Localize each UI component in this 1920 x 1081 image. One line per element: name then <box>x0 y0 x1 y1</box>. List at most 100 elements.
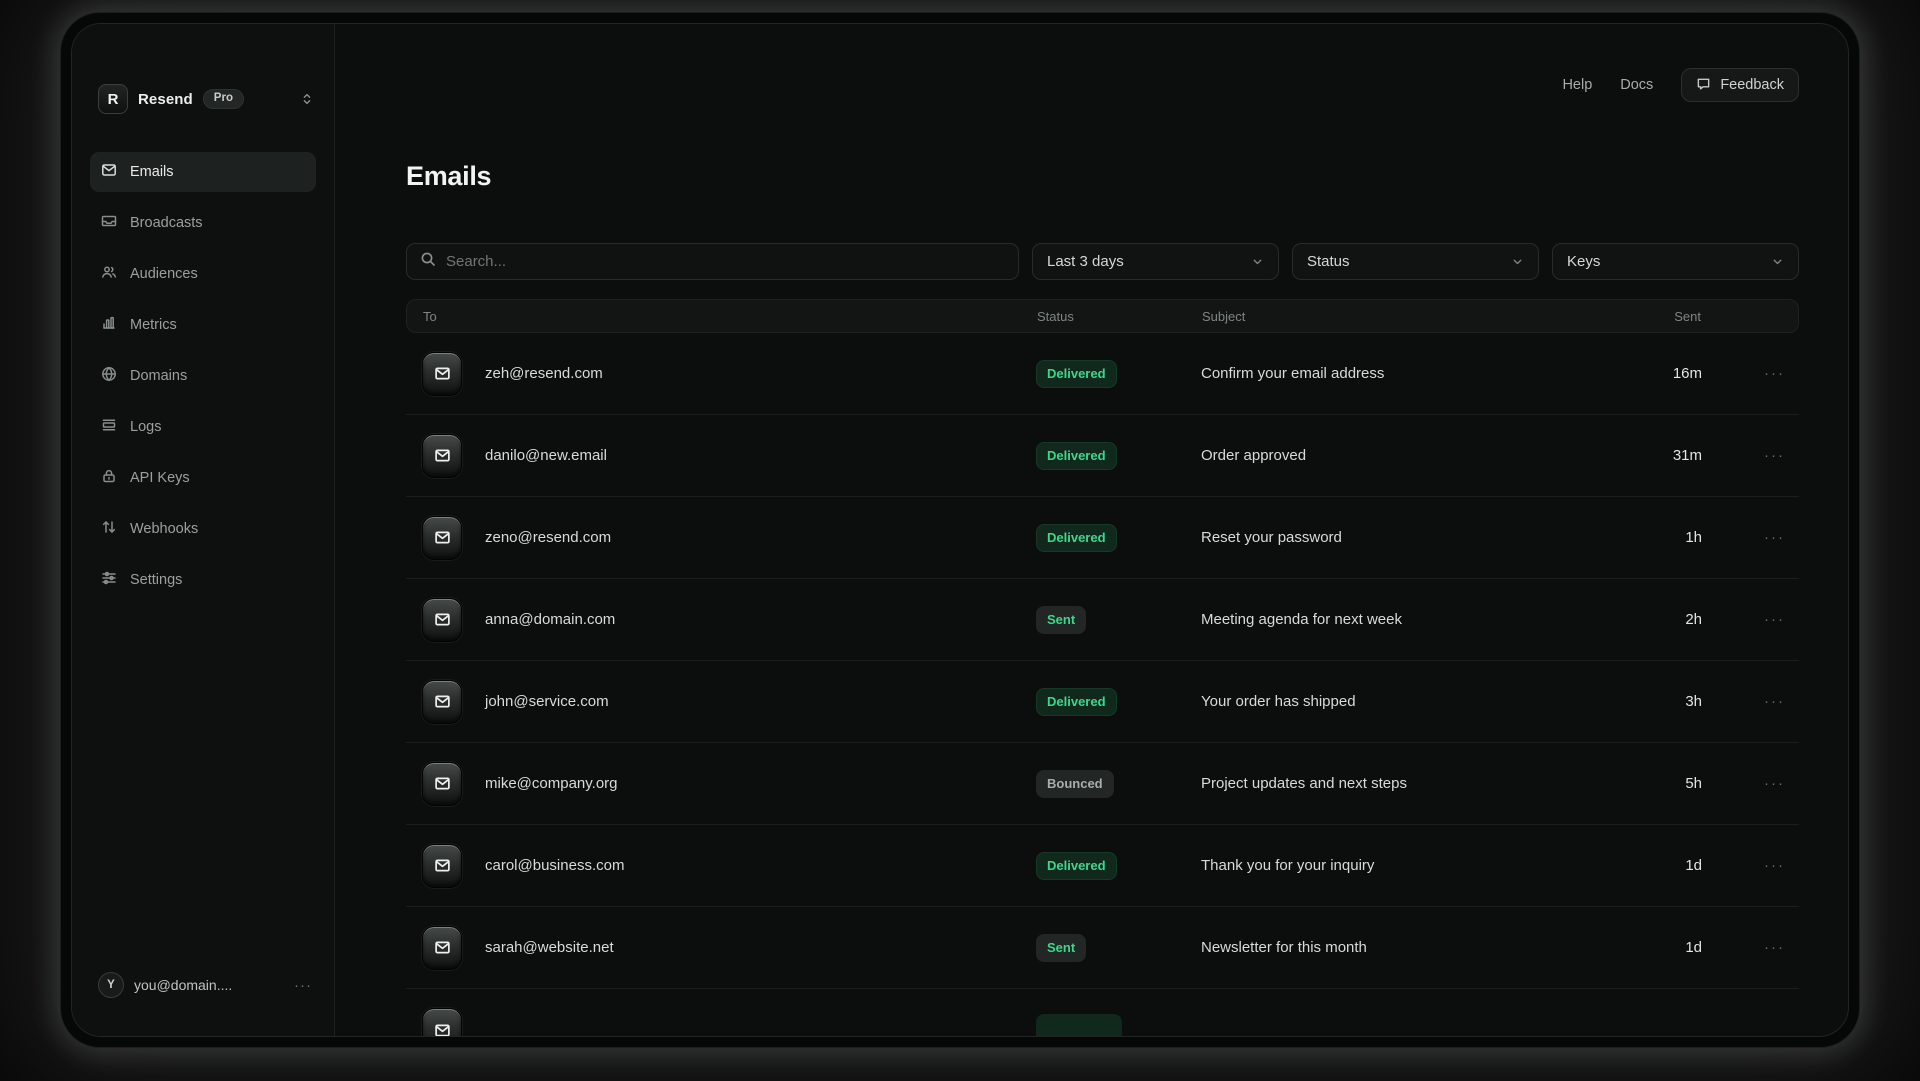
recipient-email: carol@business.com <box>485 857 625 875</box>
filter-bar: Last 3 days Status Keys <box>406 243 1799 281</box>
sidebar-item-label: Settings <box>130 572 183 588</box>
recipient-email: anna@domain.com <box>485 611 616 629</box>
sidebar-item-label: Audiences <box>130 266 198 282</box>
email-subject: Meeting agenda for next week <box>1201 611 1402 629</box>
chevron-up-down-icon[interactable] <box>300 92 314 106</box>
row-menu-icon[interactable]: ··· <box>1764 857 1785 875</box>
sidebar-item-label: Metrics <box>130 317 177 333</box>
sent-time: 31m <box>1672 447 1702 465</box>
emails-table: To Status Subject Sent zeh@resend.com De… <box>406 299 1799 1036</box>
arrows-up-down-icon <box>101 519 117 539</box>
lock-icon <box>101 468 117 488</box>
row-menu-icon[interactable]: ··· <box>1764 939 1785 957</box>
table-row[interactable]: danilo@new.email Delivered Order approve… <box>406 415 1799 498</box>
sent-time: 3h <box>1685 693 1702 711</box>
table-row[interactable]: carol@business.com Delivered Thank you f… <box>406 825 1799 908</box>
table-row[interactable]: zeno@resend.com Delivered Reset your pas… <box>406 497 1799 580</box>
status-dropdown[interactable]: Status <box>1292 243 1539 281</box>
docs-link[interactable]: Docs <box>1620 77 1654 93</box>
sidebar-item-label: API Keys <box>130 470 190 486</box>
app-window: R Resend Pro Emails Broadcasts A <box>60 12 1860 1048</box>
row-menu-icon[interactable]: ··· <box>1764 447 1785 465</box>
bar-chart-icon <box>101 315 117 335</box>
status-badge: Bounced <box>1036 769 1114 798</box>
user-account[interactable]: Y you@domain.... ··· <box>90 972 316 998</box>
mail-cap-icon <box>422 597 462 642</box>
sent-time: 1d <box>1685 939 1702 957</box>
sent-time: 1h <box>1685 529 1702 547</box>
sidebar-item-settings[interactable]: Settings <box>90 560 316 600</box>
sidebar-item-api-keys[interactable]: API Keys <box>90 458 316 498</box>
chevron-down-icon <box>1771 255 1784 268</box>
table-row[interactable]: zeh@resend.com Delivered Confirm your em… <box>406 333 1799 416</box>
sent-time: 1d <box>1685 857 1702 875</box>
sidebar-item-logs[interactable]: Logs <box>90 407 316 447</box>
recipient-email: john@service.com <box>485 693 609 711</box>
mail-cap-icon <box>422 679 462 724</box>
sidebar-item-label: Webhooks <box>130 521 199 537</box>
sidebar-item-metrics[interactable]: Metrics <box>90 305 316 345</box>
chevron-down-icon <box>1511 255 1524 268</box>
status-value: Status <box>1307 253 1350 271</box>
column-header-to: To <box>423 308 437 324</box>
recipient-email: danilo@new.email <box>485 447 607 465</box>
mail-cap-icon <box>422 761 462 806</box>
table-header: To Status Subject Sent <box>406 299 1799 334</box>
sidebar-item-audiences[interactable]: Audiences <box>90 254 316 294</box>
recipient-email: sarah@website.net <box>485 939 614 957</box>
email-subject: Order approved <box>1201 447 1307 465</box>
plan-badge: Pro <box>202 89 244 109</box>
table-row[interactable]: mike@company.org Bounced Project updates… <box>406 743 1799 826</box>
resend-logo-icon: R <box>98 84 128 114</box>
sent-time: 16m <box>1672 365 1702 383</box>
recipient-email: zeno@resend.com <box>485 529 612 547</box>
row-menu-icon[interactable]: ··· <box>1764 775 1785 793</box>
row-menu-icon[interactable]: ··· <box>1764 611 1785 629</box>
sidebar-item-domains[interactable]: Domains <box>90 356 316 396</box>
broadcast-icon <box>101 213 117 233</box>
search-icon <box>420 251 436 272</box>
table-row[interactable]: sarah@website.net Sent Newsletter for th… <box>406 907 1799 990</box>
mail-cap-icon <box>422 843 462 888</box>
help-link[interactable]: Help <box>1562 77 1593 93</box>
row-menu-icon[interactable]: ··· <box>1764 365 1785 383</box>
email-subject: Reset your password <box>1201 529 1342 547</box>
keys-dropdown[interactable]: Keys <box>1552 243 1799 281</box>
recipient-email: zeh@resend.com <box>485 365 603 383</box>
mail-cap-icon <box>422 925 462 970</box>
app-panel: R Resend Pro Emails Broadcasts A <box>71 23 1849 1037</box>
recipient-email: mike@company.org <box>485 775 618 793</box>
date-range-dropdown[interactable]: Last 3 days <box>1032 243 1279 281</box>
row-menu-icon[interactable]: ··· <box>1764 529 1785 547</box>
feedback-button[interactable]: Feedback <box>1681 68 1799 102</box>
sidebar-item-emails[interactable]: Emails <box>90 152 316 192</box>
chevron-down-icon <box>1251 255 1264 268</box>
topbar: Help Docs Feedback <box>406 24 1799 102</box>
search-box <box>406 243 1019 281</box>
user-email: you@domain.... <box>134 977 233 993</box>
row-menu-icon[interactable]: ··· <box>1764 693 1785 711</box>
search-input[interactable] <box>446 253 1005 271</box>
feedback-label: Feedback <box>1720 77 1784 93</box>
email-subject: Confirm your email address <box>1201 365 1385 383</box>
sidebar: R Resend Pro Emails Broadcasts A <box>72 24 335 1036</box>
sent-time: 5h <box>1685 775 1702 793</box>
globe-icon <box>101 366 117 386</box>
brand-name: Resend <box>138 90 193 108</box>
sidebar-nav: Emails Broadcasts Audiences Metrics Doma… <box>90 152 316 600</box>
table-row[interactable]: john@service.com Delivered Your order ha… <box>406 661 1799 744</box>
status-badge: Delivered <box>1036 359 1117 388</box>
table-row-partial[interactable] <box>406 989 1799 1036</box>
feedback-bubble-icon <box>1696 76 1711 95</box>
workspace-switcher[interactable]: R Resend Pro <box>90 84 316 114</box>
status-badge: Delivered <box>1036 851 1117 880</box>
sliders-icon <box>101 570 117 590</box>
sidebar-item-broadcasts[interactable]: Broadcasts <box>90 203 316 243</box>
sidebar-item-webhooks[interactable]: Webhooks <box>90 509 316 549</box>
table-row[interactable]: anna@domain.com Sent Meeting agenda for … <box>406 579 1799 662</box>
user-menu-icon[interactable]: ··· <box>294 976 312 994</box>
status-badge <box>1036 1013 1122 1036</box>
status-badge: Sent <box>1036 933 1087 962</box>
column-header-sent: Sent <box>1674 308 1701 324</box>
users-icon <box>101 264 117 284</box>
